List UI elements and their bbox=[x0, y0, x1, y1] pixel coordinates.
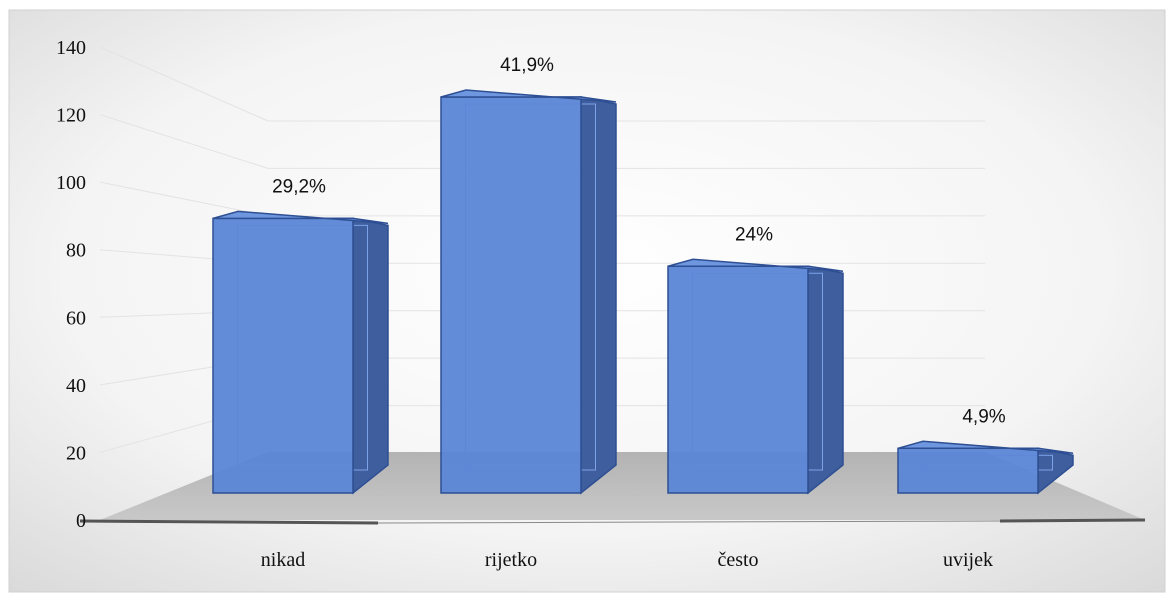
y-tick-label: 60 bbox=[66, 307, 86, 329]
y-tick-label: 0 bbox=[76, 510, 86, 532]
data-label-rijetko: 41,9% bbox=[500, 55, 554, 76]
bar-side-face bbox=[580, 96, 617, 495]
x-category-label: uvijek bbox=[943, 549, 993, 571]
y-tick-label: 100 bbox=[56, 172, 86, 194]
y-tick-label: 20 bbox=[66, 442, 86, 464]
bar-top-face bbox=[897, 440, 1074, 455]
bars bbox=[212, 89, 1074, 495]
bar-top-face bbox=[440, 89, 617, 103]
gridline-left bbox=[99, 181, 269, 217]
y-tick-label: 120 bbox=[56, 105, 86, 127]
y-tick-label: 80 bbox=[66, 240, 86, 262]
x-category-label: često bbox=[717, 549, 758, 571]
bar-front-face bbox=[212, 217, 354, 494]
x-axis-categories: nikad rijetko često uvijek bbox=[261, 549, 993, 571]
y-axis-ticks: 0 20 40 60 80 100 120 140 bbox=[56, 37, 86, 532]
y-tick-label: 140 bbox=[56, 37, 86, 59]
bar-front-face bbox=[897, 447, 1039, 494]
floor-edge-mid bbox=[377, 520, 1001, 524]
bar-side-face bbox=[807, 265, 844, 495]
data-label-uvijek: 4,9% bbox=[962, 406, 1005, 427]
bar-top-face bbox=[667, 258, 844, 273]
bar-često bbox=[667, 258, 844, 495]
bar-rijetko bbox=[440, 89, 617, 495]
bar-front-face bbox=[667, 265, 809, 494]
bar-side-face bbox=[352, 217, 389, 495]
data-labels: 29,2% 41,9% 24% 4,9% bbox=[272, 55, 1006, 427]
x-category-label: nikad bbox=[261, 549, 305, 571]
data-label-često: 24% bbox=[735, 224, 773, 245]
gridline-left bbox=[99, 114, 269, 169]
floor-edge-right bbox=[999, 518, 1146, 523]
gridline-left bbox=[99, 46, 269, 122]
floor-edge-left bbox=[79, 519, 379, 525]
bar-front-face bbox=[440, 96, 582, 494]
bar-nikad bbox=[212, 210, 389, 495]
bar-top-face bbox=[212, 210, 389, 225]
y-tick-label: 40 bbox=[66, 375, 86, 397]
bar-uvijek bbox=[897, 440, 1074, 495]
data-label-nikad: 29,2% bbox=[272, 176, 326, 197]
x-category-label: rijetko bbox=[485, 549, 537, 571]
